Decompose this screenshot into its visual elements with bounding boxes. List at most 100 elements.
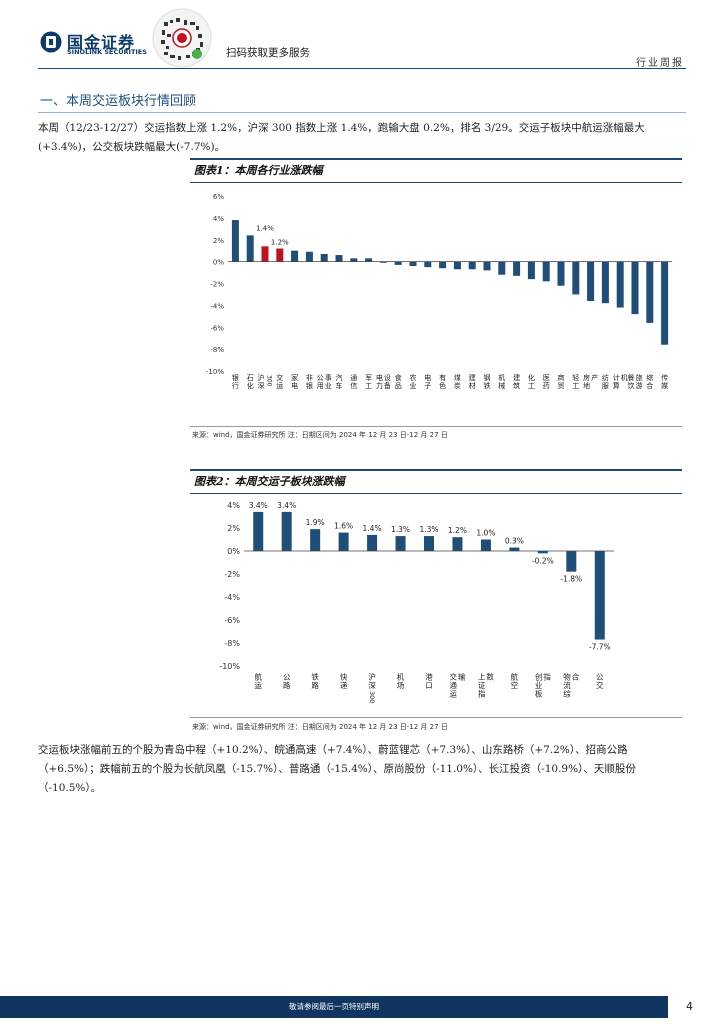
company-name-en: SINOLINK SECURITIES <box>67 48 147 56</box>
bar-建筑 <box>513 261 521 276</box>
svg-text:通: 通 <box>449 680 457 690</box>
y-tick-label: -6% <box>224 616 240 625</box>
bar-航运 <box>253 511 264 551</box>
x-tick-label: 房地产 <box>583 373 598 390</box>
figure1-source: 来源：wind，国金证券研究所 注：日期区间为 2024 年 12 月 23 日… <box>192 431 448 439</box>
data-label: 1.9% <box>306 518 325 527</box>
svg-text:非: 非 <box>306 373 313 382</box>
svg-text:材: 材 <box>469 381 476 390</box>
intro-paragraph: 本周（12/23-12/27）交运指数上涨 1.2%，沪深 300 指数上涨 1… <box>38 122 645 153</box>
y-tick-label: 0% <box>227 547 240 556</box>
svg-text:航: 航 <box>254 672 262 682</box>
bar-传媒 <box>661 261 669 345</box>
svg-text:交: 交 <box>449 672 457 682</box>
data-label: 3.4% <box>277 501 296 510</box>
bar-沪深300 <box>261 246 269 262</box>
section-divider <box>38 112 686 113</box>
x-tick-label: 交运 <box>276 373 283 390</box>
y-tick-label: 4% <box>227 501 240 510</box>
bar-轻工 <box>572 261 580 295</box>
svg-text:建: 建 <box>513 373 520 382</box>
figure2-top-rule <box>190 469 682 471</box>
svg-text:服: 服 <box>602 382 609 390</box>
svg-text:综: 综 <box>646 373 653 382</box>
bar-计算机 <box>616 261 624 308</box>
svg-text:递: 递 <box>340 680 348 690</box>
bar-家电 <box>291 250 299 262</box>
data-label: 1.3% <box>419 525 438 534</box>
svg-text:食: 食 <box>395 373 402 382</box>
bar-公交 <box>594 551 605 640</box>
bar-上证指数 <box>480 539 491 551</box>
bar-电子 <box>424 261 432 268</box>
data-label: -1.8% <box>560 575 582 584</box>
bar-通信 <box>350 258 358 262</box>
svg-text:运: 运 <box>276 382 283 390</box>
stocks-paragraph: 交运板块涨幅前五的个股为青岛中程（+10.2%）、皖通高速（+7.4%）、蔚蓝锂… <box>38 744 636 794</box>
data-label: -7.7% <box>589 643 611 652</box>
svg-text:机: 机 <box>397 672 405 682</box>
svg-text:子: 子 <box>424 382 431 390</box>
svg-text:筑: 筑 <box>513 381 520 390</box>
y-tick-label: 4% <box>213 215 224 223</box>
y-tick-label: -10% <box>206 368 224 376</box>
svg-text:计: 计 <box>613 373 620 382</box>
svg-text:电: 电 <box>291 381 298 390</box>
svg-text:公: 公 <box>283 673 291 682</box>
svg-text:地: 地 <box>583 381 590 390</box>
qr-code-icon[interactable] <box>152 8 212 68</box>
svg-text:贸: 贸 <box>558 381 565 390</box>
bar-商贸 <box>557 261 565 286</box>
x-tick-label: 机场 <box>397 672 405 691</box>
svg-text:有: 有 <box>439 373 446 382</box>
svg-text:电: 电 <box>424 373 431 382</box>
svg-text:300: 300 <box>266 375 273 387</box>
x-tick-label: 农业 <box>410 373 417 390</box>
svg-text:游: 游 <box>636 381 643 390</box>
bar-港口 <box>424 536 434 551</box>
svg-text:传: 传 <box>661 373 668 382</box>
svg-text:汽: 汽 <box>336 373 343 382</box>
svg-text:综: 综 <box>563 689 571 699</box>
bar-餐饮旅游 <box>631 261 639 315</box>
svg-text:纺: 纺 <box>602 373 609 382</box>
svg-text:铁: 铁 <box>484 381 491 390</box>
x-tick-label: 医药 <box>543 374 550 390</box>
svg-text:行: 行 <box>232 381 239 390</box>
bar-快递 <box>338 532 349 551</box>
svg-text:业: 业 <box>325 381 332 390</box>
x-tick-label: 航空 <box>511 672 519 691</box>
y-tick-label: -2% <box>224 570 240 579</box>
svg-text:上: 上 <box>478 673 486 682</box>
svg-text:路: 路 <box>283 680 291 690</box>
x-tick-label: 传媒 <box>661 373 668 390</box>
bar-汽车 <box>335 255 343 262</box>
bar-煤炭 <box>453 261 461 270</box>
data-label: 1.0% <box>476 529 495 538</box>
scan-prompt: 扫码获取更多服务 <box>226 47 310 59</box>
figure2-bottom-rule <box>190 717 682 718</box>
x-tick-label: 通信 <box>350 373 357 390</box>
footer-disclaimer[interactable]: 敬请参阅最后一页特别声明 <box>289 1002 379 1011</box>
bar-房地产 <box>587 261 595 301</box>
y-tick-label: -8% <box>210 346 224 354</box>
company-name-cn: 国金证券 <box>67 33 136 52</box>
figure1-title-rule <box>190 182 682 183</box>
x-tick-label: 商贸 <box>558 373 565 390</box>
bar-有色 <box>439 261 447 269</box>
x-tick-label: 港口 <box>425 672 433 691</box>
x-tick-label: 机械 <box>498 373 505 390</box>
svg-text:场: 场 <box>397 681 405 690</box>
bar-农业 <box>409 261 417 266</box>
svg-text:电: 电 <box>376 373 383 382</box>
company-logo-icon <box>40 31 62 53</box>
svg-text:饮: 饮 <box>628 381 635 390</box>
data-label: -0.2% <box>532 556 554 565</box>
x-tick-label: 食品 <box>395 373 402 390</box>
figure2-title-rule <box>190 493 682 494</box>
bar-沪深300 <box>367 534 378 551</box>
svg-text:300: 300 <box>368 691 376 703</box>
